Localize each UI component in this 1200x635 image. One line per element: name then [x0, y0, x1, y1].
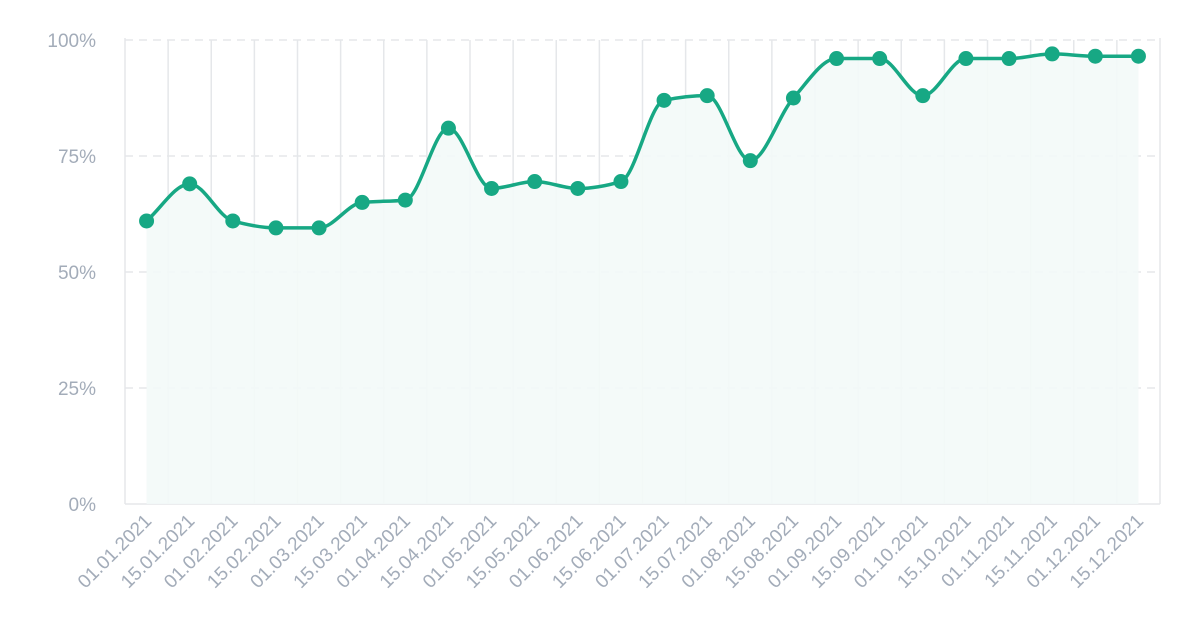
data-point — [527, 174, 543, 190]
data-point — [354, 194, 370, 210]
data-point — [1130, 48, 1146, 64]
y-tick-label: 75% — [58, 147, 96, 168]
data-point — [785, 90, 801, 106]
y-tick-label: 100% — [47, 31, 96, 52]
data-point — [613, 174, 629, 190]
data-point — [1001, 51, 1017, 67]
data-point — [829, 51, 845, 67]
x-axis-ticks: 01.01.202115.01.202101.02.202115.02.2021… — [74, 511, 1148, 593]
data-point — [311, 220, 327, 236]
data-point — [397, 192, 413, 208]
y-tick-label: 25% — [58, 379, 96, 400]
data-point — [742, 153, 758, 169]
data-point — [225, 213, 241, 229]
data-point — [1087, 48, 1103, 64]
data-point — [872, 51, 888, 67]
area-fill-shape — [146, 53, 1139, 505]
data-point — [268, 220, 284, 236]
data-point — [139, 213, 155, 229]
data-point — [958, 51, 974, 67]
y-axis-ticks: 0% 25% 50% 75% 100% — [47, 31, 96, 516]
data-point — [1044, 46, 1060, 62]
data-point — [656, 92, 672, 108]
data-point — [570, 180, 586, 196]
y-tick-label: 50% — [58, 263, 96, 284]
data-point — [484, 180, 500, 196]
area-fill — [146, 53, 1139, 505]
data-points — [139, 46, 1146, 236]
y-tick-label: 0% — [69, 495, 97, 516]
data-point — [182, 176, 198, 192]
data-point — [915, 88, 931, 104]
data-point — [699, 88, 715, 104]
data-point — [440, 120, 456, 136]
